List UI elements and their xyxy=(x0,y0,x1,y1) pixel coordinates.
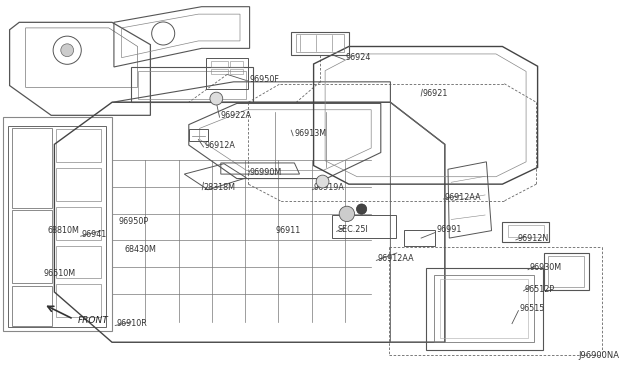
Text: 96919A: 96919A xyxy=(314,183,344,192)
Circle shape xyxy=(356,204,367,214)
Text: 28318M: 28318M xyxy=(204,183,236,192)
Text: 96950P: 96950P xyxy=(118,217,148,226)
Text: 96930M: 96930M xyxy=(529,263,561,272)
Circle shape xyxy=(339,206,355,222)
Text: 96921: 96921 xyxy=(422,89,448,97)
Text: 96910R: 96910R xyxy=(116,319,147,328)
Circle shape xyxy=(210,92,223,105)
Text: 96912AA: 96912AA xyxy=(445,193,481,202)
Text: 96924: 96924 xyxy=(346,53,371,62)
Text: 96941: 96941 xyxy=(82,230,107,239)
Text: 96515: 96515 xyxy=(520,304,545,313)
Text: 96512P: 96512P xyxy=(525,285,555,294)
Text: 96912A: 96912A xyxy=(205,141,236,150)
Text: 96913M: 96913M xyxy=(294,129,326,138)
Text: 96911: 96911 xyxy=(275,226,300,235)
Text: SEC.25I: SEC.25I xyxy=(338,225,369,234)
Text: 68430M: 68430M xyxy=(125,245,157,254)
Text: 96990M: 96990M xyxy=(250,169,282,177)
Text: 96912AA: 96912AA xyxy=(378,254,414,263)
Text: 96950F: 96950F xyxy=(250,76,280,84)
Text: 96922A: 96922A xyxy=(221,111,252,120)
Circle shape xyxy=(316,175,329,188)
Circle shape xyxy=(61,44,74,57)
Text: J96900NA: J96900NA xyxy=(579,351,620,360)
Text: 96991: 96991 xyxy=(436,225,462,234)
Text: 96510M: 96510M xyxy=(44,269,76,278)
Text: FRONT: FRONT xyxy=(78,316,109,325)
Text: 96912N: 96912N xyxy=(517,234,548,243)
Text: 68810M: 68810M xyxy=(48,226,80,235)
